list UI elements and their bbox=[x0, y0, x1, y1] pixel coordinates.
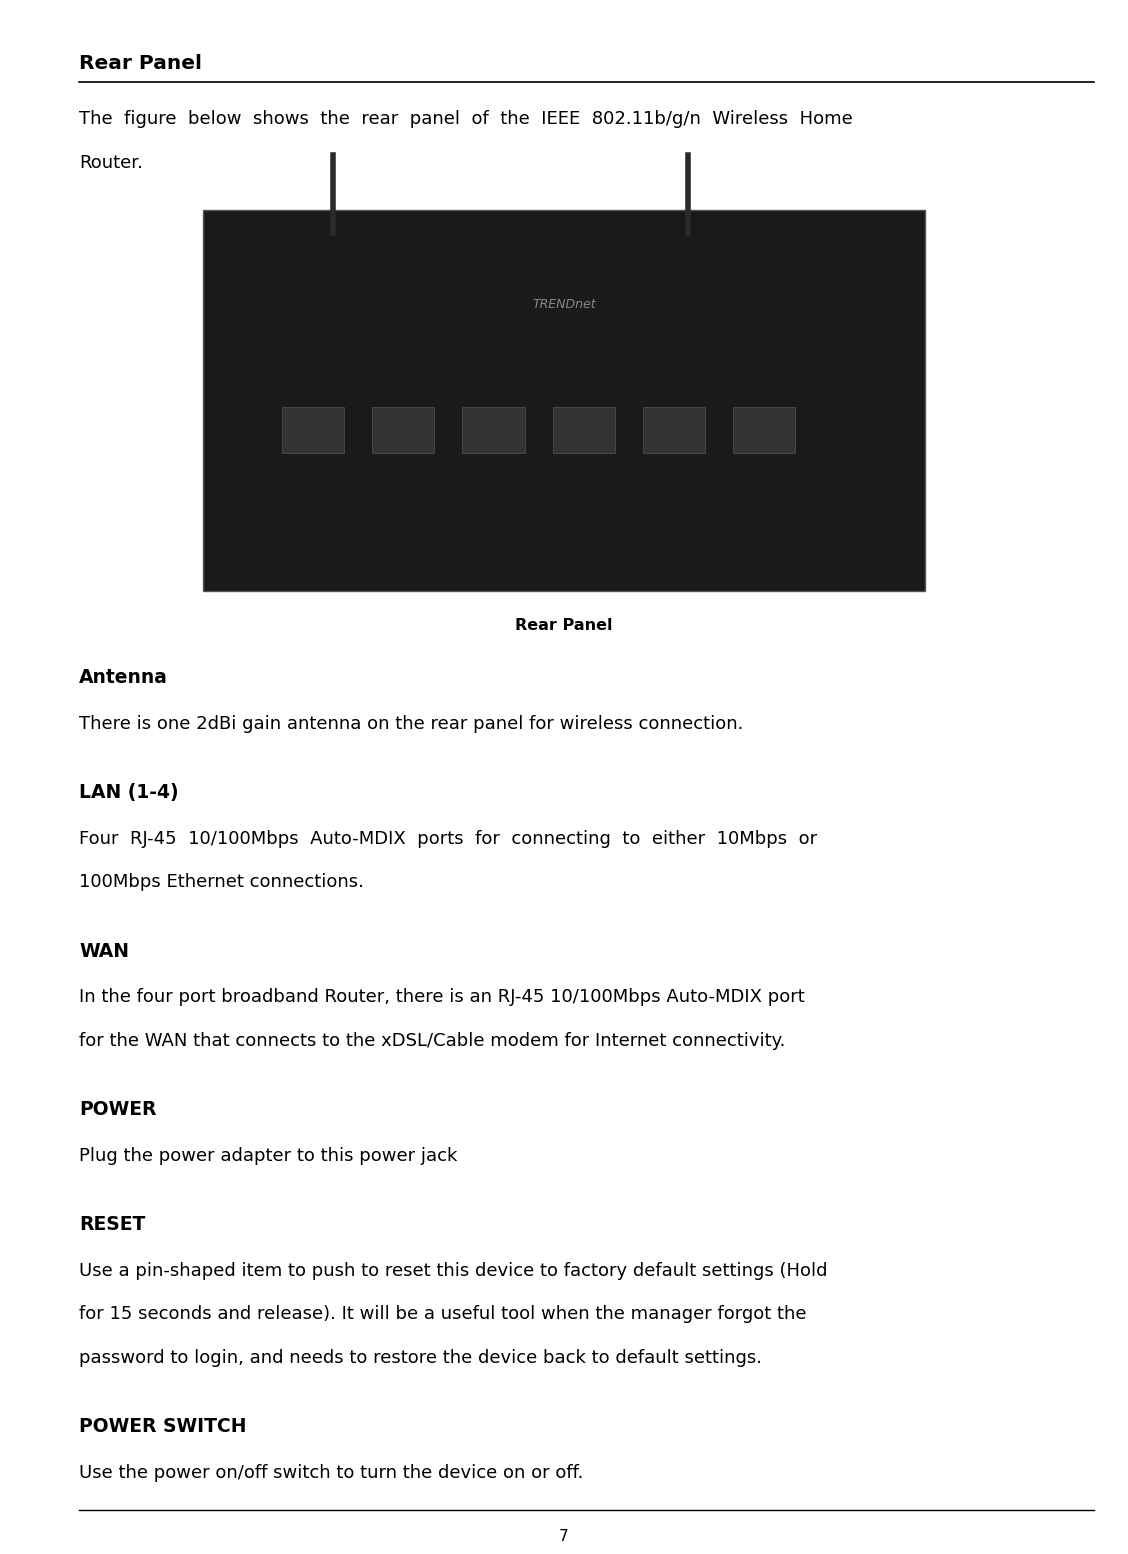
Text: 100Mbps Ethernet connections.: 100Mbps Ethernet connections. bbox=[79, 873, 364, 892]
Bar bbox=[643, 407, 705, 454]
Text: Four  RJ-45  10/100Mbps  Auto-MDIX  ports  for  connecting  to  either  10Mbps  : Four RJ-45 10/100Mbps Auto-MDIX ports fo… bbox=[79, 830, 817, 848]
Text: Rear Panel: Rear Panel bbox=[79, 54, 202, 73]
Text: WAN: WAN bbox=[79, 942, 129, 960]
Text: RESET: RESET bbox=[79, 1215, 146, 1234]
Bar bbox=[282, 407, 344, 454]
Text: There is one 2dBi gain antenna on the rear panel for wireless connection.: There is one 2dBi gain antenna on the re… bbox=[79, 715, 743, 733]
Text: Router.: Router. bbox=[79, 154, 143, 172]
Text: Use a pin-shaped item to push to reset this device to factory default settings (: Use a pin-shaped item to push to reset t… bbox=[79, 1262, 828, 1280]
Bar bbox=[372, 407, 434, 454]
Text: 7: 7 bbox=[559, 1529, 569, 1545]
Text: In the four port broadband Router, there is an RJ-45 10/100Mbps Auto-MDIX port: In the four port broadband Router, there… bbox=[79, 988, 804, 1007]
Text: POWER: POWER bbox=[79, 1100, 157, 1119]
Bar bbox=[203, 210, 925, 591]
Text: Plug the power adapter to this power jack: Plug the power adapter to this power jac… bbox=[79, 1147, 457, 1166]
Text: The  figure  below  shows  the  rear  panel  of  the  IEEE  802.11b/g/n  Wireles: The figure below shows the rear panel of… bbox=[79, 110, 853, 129]
Text: Use the power on/off switch to turn the device on or off.: Use the power on/off switch to turn the … bbox=[79, 1464, 583, 1483]
Bar bbox=[733, 407, 795, 454]
Bar bbox=[553, 407, 615, 454]
Text: POWER SWITCH: POWER SWITCH bbox=[79, 1417, 246, 1436]
Text: for the WAN that connects to the xDSL/Cable modem for Internet connectivity.: for the WAN that connects to the xDSL/Ca… bbox=[79, 1032, 785, 1051]
Text: Antenna: Antenna bbox=[79, 668, 168, 687]
Text: password to login, and needs to restore the device back to default settings.: password to login, and needs to restore … bbox=[79, 1349, 761, 1368]
Text: LAN (1-4): LAN (1-4) bbox=[79, 783, 178, 802]
Text: for 15 seconds and release). It will be a useful tool when the manager forgot th: for 15 seconds and release). It will be … bbox=[79, 1305, 807, 1324]
Bar bbox=[462, 407, 525, 454]
Text: TRENDnet: TRENDnet bbox=[532, 298, 596, 311]
Text: Rear Panel: Rear Panel bbox=[515, 618, 613, 634]
